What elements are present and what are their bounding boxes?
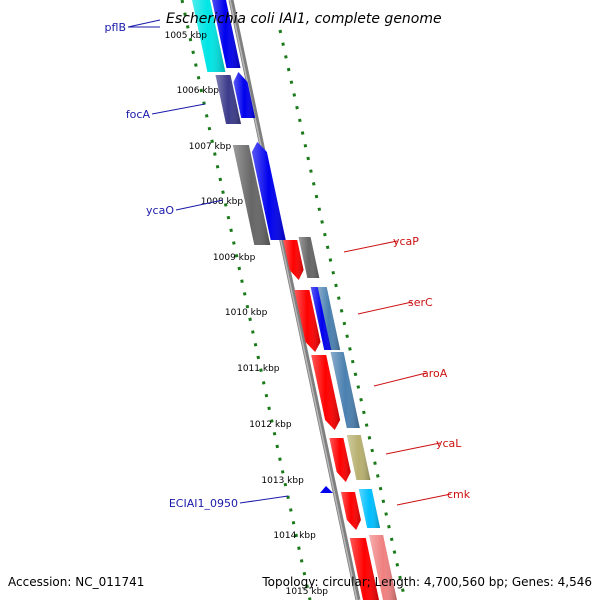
gene-feature-shading <box>358 489 381 528</box>
tick-label: 1009 kbp <box>213 253 256 263</box>
tick-label: 1006 kbp <box>177 86 220 96</box>
gene-label-left[interactable]: ycaO <box>146 204 174 217</box>
gene-label-leader <box>175 199 224 211</box>
gene-feature-shading <box>294 290 321 352</box>
gene-label-leader <box>343 240 398 253</box>
gene-feature-shading <box>310 287 334 350</box>
gene-label-right[interactable]: ycaL <box>436 437 462 450</box>
tick-labels: 1005 kbp 1006 kbp 1007 kbp 1008 kbp 1009 kbp… <box>165 31 329 597</box>
gene-feature-shading <box>346 435 371 480</box>
gene-feature-shading <box>330 352 360 428</box>
gene-label-leader <box>357 301 413 315</box>
gene-features <box>192 0 397 600</box>
genome-backbone <box>228 0 361 600</box>
gene-label-leader <box>239 495 289 504</box>
tick-label: 1011 kbp <box>237 364 280 374</box>
gene-labels: pflB focA ycaO ECIAI1_0950 ycaP serC aroA ycaL c… <box>105 21 471 510</box>
gene-feature-shading <box>311 355 341 430</box>
tick-label: 1013 kbp <box>261 476 304 486</box>
gene-label-right[interactable]: aroA <box>422 367 448 380</box>
gene-feature-small <box>320 486 333 493</box>
title-leader-line <box>127 19 161 28</box>
gene-label-left[interactable]: focA <box>126 108 151 121</box>
gene-feature-shading <box>212 0 241 68</box>
gene-label-right[interactable]: ycaP <box>393 235 419 248</box>
gene-label-right[interactable]: cmk <box>447 488 471 501</box>
accession-label: Accession: NC_011741 <box>8 575 144 589</box>
gene-feature-shading <box>341 492 361 530</box>
genome-summary-label: Topology: circular; Length: 4,700,560 bp… <box>261 575 592 589</box>
gene-label-left[interactable]: ECIAI1_0950 <box>169 497 238 510</box>
gene-label-right[interactable]: serC <box>408 296 433 309</box>
gene-feature-shading <box>369 535 397 600</box>
gene-feature-shading <box>232 145 271 245</box>
map-title: Escherichia coli IAI1, complete genome <box>166 11 442 27</box>
tick-label: 1012 kbp <box>249 420 292 430</box>
gene-label-leader <box>373 372 427 387</box>
gene-feature-shading <box>251 142 286 240</box>
gene-label-left[interactable]: pflB <box>105 21 126 34</box>
gene-feature-shading <box>329 438 351 482</box>
gene-feature-shading <box>298 237 320 278</box>
gene-feature-shading <box>349 538 379 600</box>
tick-label: 1008 kbp <box>201 197 244 207</box>
gene-label-leader <box>396 493 452 506</box>
gene-label-leader <box>151 103 206 115</box>
gene-feature-shading <box>317 287 341 350</box>
gene-feature-shading <box>215 75 241 124</box>
tick-label: 1010 kbp <box>225 308 268 318</box>
gene-label-leader <box>385 442 441 455</box>
tick-label: 1005 kbp <box>165 31 208 41</box>
tick-label: 1014 kbp <box>273 531 316 541</box>
gene-feature-shading <box>283 240 304 280</box>
gene-feature-shading <box>192 0 226 72</box>
gene-feature-shading <box>233 72 256 118</box>
tick-label: 1007 kbp <box>189 142 232 152</box>
tick-label: 1015 kbp <box>286 587 329 597</box>
